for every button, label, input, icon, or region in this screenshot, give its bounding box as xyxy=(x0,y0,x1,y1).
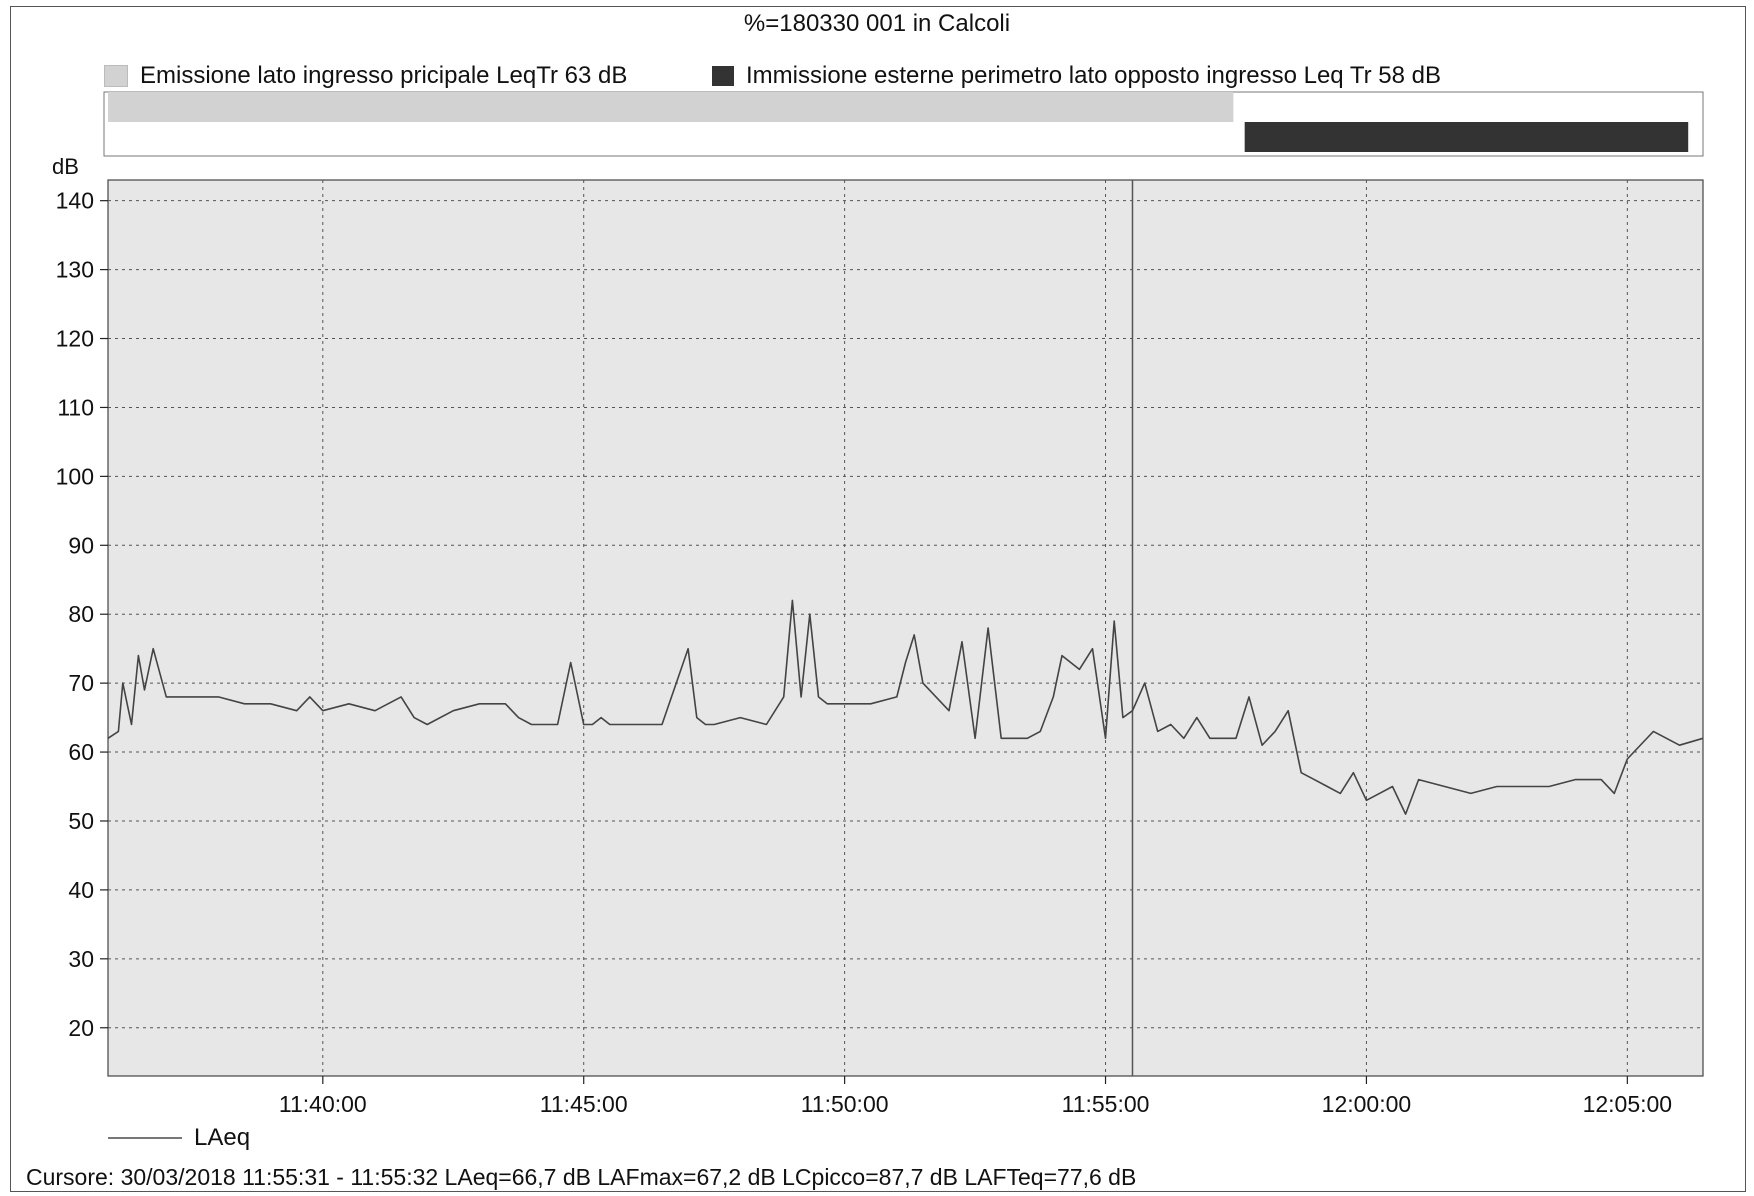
y-tick-label: 80 xyxy=(68,601,94,627)
y-tick-label: 100 xyxy=(56,463,94,489)
x-tick-label: 11:45:00 xyxy=(540,1091,628,1117)
series-line-laeq xyxy=(107,599,1704,815)
period-bar-2 xyxy=(1244,122,1689,152)
y-axis-label: dB xyxy=(52,154,79,179)
legend-swatch-dark xyxy=(712,66,734,86)
period-bar-1 xyxy=(108,92,1234,122)
x-tick-label: 11:40:00 xyxy=(279,1091,367,1117)
series-legend-label: LAeq xyxy=(194,1124,251,1151)
legend-label-immissione: Immissione esterne perimetro lato oppost… xyxy=(746,62,1442,89)
series-legend: LAeq xyxy=(108,1124,250,1152)
y-tick-label: 50 xyxy=(68,808,94,834)
chart-frame xyxy=(10,6,1746,1192)
x-tick-label: 12:05:00 xyxy=(1583,1091,1673,1117)
y-tick-label: 20 xyxy=(68,1015,94,1041)
cursor-info: Cursore: 30/03/2018 11:55:31 - 11:55:32 … xyxy=(26,1164,1137,1190)
y-tick-label: 90 xyxy=(68,532,94,558)
y-tick-label: 30 xyxy=(68,946,94,972)
series-legend-line xyxy=(108,1137,182,1139)
y-tick-label: 140 xyxy=(56,188,94,214)
y-tick-label: 130 xyxy=(56,257,94,283)
y-tick-label: 60 xyxy=(68,739,94,765)
legend-label-emissione: Emissione lato ingresso pricipale LeqTr … xyxy=(140,62,628,89)
x-tick-label: 11:55:00 xyxy=(1062,1091,1150,1117)
plot-area xyxy=(107,179,1704,1077)
chart-title: %=180330 001 in Calcoli xyxy=(743,10,1011,37)
legend-item-immissione: Immissione esterne perimetro lato oppost… xyxy=(712,62,1441,90)
y-tick-label: 110 xyxy=(57,394,94,420)
y-tick-label: 120 xyxy=(56,326,94,352)
legend-item-emissione: Emissione lato ingresso pricipale LeqTr … xyxy=(104,62,627,90)
x-tick-label: 11:50:00 xyxy=(801,1091,889,1117)
legend-swatch-light xyxy=(104,65,128,87)
y-tick-label: 40 xyxy=(68,877,94,903)
x-tick-label: 12:00:00 xyxy=(1322,1091,1412,1117)
y-tick-label: 70 xyxy=(68,670,94,696)
